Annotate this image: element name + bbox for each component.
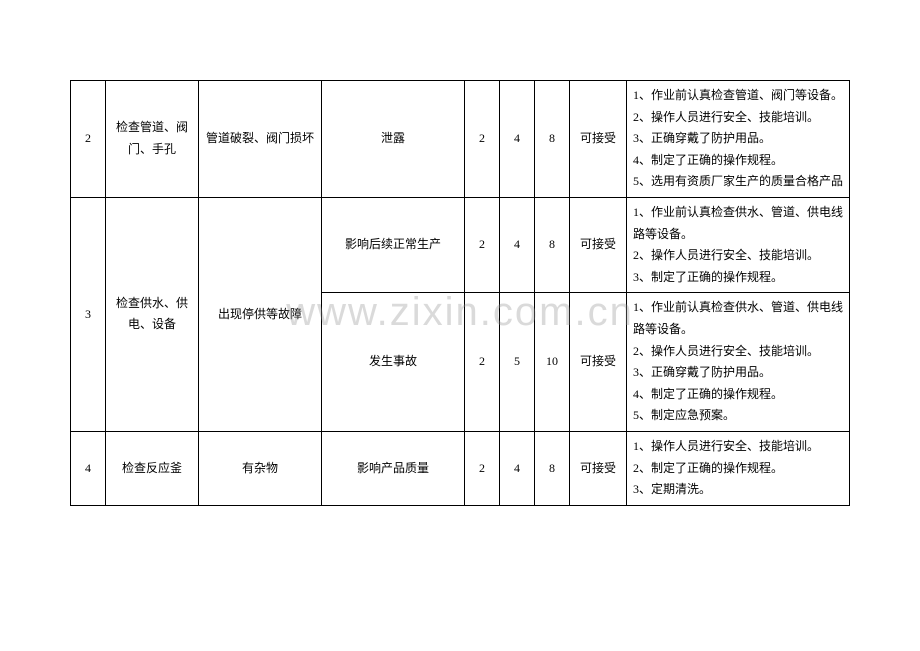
cell-n1: 2 <box>465 81 500 198</box>
cell-n1: 2 <box>465 197 500 292</box>
page: 2 检查管道、阀门、手孔 管道破裂、阀门损坏 泄露 2 4 8 可接受 1、作业… <box>0 0 920 546</box>
cell-n1: 2 <box>465 431 500 505</box>
table-row: 3 检查供水、供电、设备 出现停供等故障 影响后续正常生产 2 4 8 可接受 … <box>71 197 850 292</box>
cell-meas: 1、作业前认真检查供水、管道、供电线路等设备。2、操作人员进行安全、技能培训。3… <box>627 293 850 432</box>
cell-meas: 1、作业前认真检查管道、阀门等设备。2、操作人员进行安全、技能培训。3、正确穿戴… <box>627 81 850 198</box>
cell-n2: 4 <box>500 431 535 505</box>
cell-n2: 5 <box>500 293 535 432</box>
cell-idx: 3 <box>71 197 106 431</box>
cell-cons: 影响后续正常生产 <box>322 197 465 292</box>
cell-acc: 可接受 <box>570 431 627 505</box>
cell-n3: 10 <box>535 293 570 432</box>
cell-item: 检查供水、供电、设备 <box>106 197 199 431</box>
cell-idx: 4 <box>71 431 106 505</box>
cell-cons: 影响产品质量 <box>322 431 465 505</box>
cell-cause: 管道破裂、阀门损坏 <box>199 81 322 198</box>
cell-meas: 1、作业前认真检查供水、管道、供电线路等设备。2、操作人员进行安全、技能培训。3… <box>627 197 850 292</box>
cell-cons: 发生事故 <box>322 293 465 432</box>
cell-n1: 2 <box>465 293 500 432</box>
cell-n3: 8 <box>535 431 570 505</box>
cell-cons: 泄露 <box>322 81 465 198</box>
cell-item: 检查反应釜 <box>106 431 199 505</box>
risk-table: 2 检查管道、阀门、手孔 管道破裂、阀门损坏 泄露 2 4 8 可接受 1、作业… <box>70 80 850 506</box>
cell-acc: 可接受 <box>570 81 627 198</box>
cell-n3: 8 <box>535 197 570 292</box>
cell-n2: 4 <box>500 81 535 198</box>
cell-cause: 出现停供等故障 <box>199 197 322 431</box>
table-row: 2 检查管道、阀门、手孔 管道破裂、阀门损坏 泄露 2 4 8 可接受 1、作业… <box>71 81 850 198</box>
cell-cause: 有杂物 <box>199 431 322 505</box>
table-row: 4 检查反应釜 有杂物 影响产品质量 2 4 8 可接受 1、操作人员进行安全、… <box>71 431 850 505</box>
cell-idx: 2 <box>71 81 106 198</box>
cell-n3: 8 <box>535 81 570 198</box>
cell-acc: 可接受 <box>570 293 627 432</box>
cell-item: 检查管道、阀门、手孔 <box>106 81 199 198</box>
cell-n2: 4 <box>500 197 535 292</box>
cell-acc: 可接受 <box>570 197 627 292</box>
cell-meas: 1、操作人员进行安全、技能培训。2、制定了正确的操作规程。3、定期清洗。 <box>627 431 850 505</box>
